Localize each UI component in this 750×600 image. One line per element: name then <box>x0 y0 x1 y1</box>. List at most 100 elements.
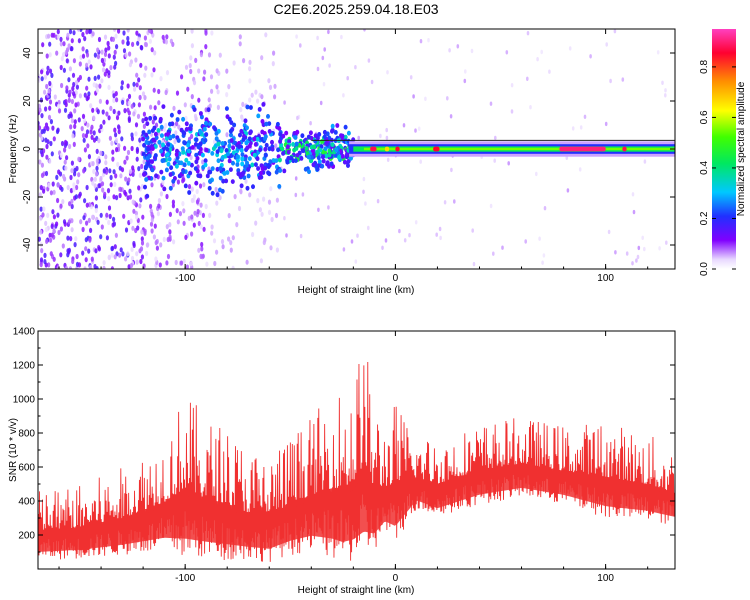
heatmap-cell <box>71 86 75 92</box>
heatmap-cell <box>110 246 114 252</box>
heatmap-cell <box>82 215 86 221</box>
heatmap-cell <box>343 134 348 140</box>
heatmap-cell <box>178 211 182 217</box>
heatmap-cell <box>214 186 218 193</box>
heatmap-cell <box>299 43 302 48</box>
heatmap-cell <box>92 168 96 175</box>
heatmap-cell <box>244 140 249 146</box>
heatmap-cell <box>154 240 158 246</box>
heatmap-cell <box>218 187 222 193</box>
heatmap-cell <box>56 197 60 204</box>
heatmap-cell <box>267 78 271 84</box>
heatmap-cell <box>182 208 186 214</box>
heatmap-cell <box>81 46 85 52</box>
heatmap-cell <box>135 156 139 162</box>
heatmap-cell <box>364 201 367 206</box>
heatmap-cell <box>241 101 245 107</box>
heatmap-cell <box>43 252 47 258</box>
heatmap-cell <box>48 99 53 105</box>
heatmap-cell <box>254 89 258 95</box>
heatmap-cell <box>113 244 117 250</box>
heatmap-cell <box>66 248 70 254</box>
heatmap-cell <box>124 256 128 262</box>
heatmap-cell <box>304 146 309 151</box>
heatmap-cell <box>323 146 328 152</box>
heatmap-cell <box>105 212 109 218</box>
heatmap-cell <box>381 245 384 250</box>
snr-line <box>38 362 675 562</box>
heatmap-cell <box>334 147 339 153</box>
heatmap-cell <box>153 50 157 56</box>
heatmap-cell <box>154 173 159 179</box>
heatmap-cell <box>137 36 141 42</box>
heatmap-cell <box>184 234 188 240</box>
heatmap-cell <box>88 264 93 269</box>
heatmap-cell <box>267 171 272 177</box>
heatmap-cell <box>171 133 176 139</box>
heatmap-cell <box>109 105 113 111</box>
heatmap-cell <box>117 110 121 116</box>
heatmap-cell <box>47 33 51 39</box>
heatmap-cell <box>39 262 43 268</box>
heatmap-cell <box>316 35 319 41</box>
heatmap-cell <box>240 172 245 178</box>
heatmap-cell <box>346 76 350 81</box>
heatmap-cell <box>235 222 239 228</box>
heatmap-cell <box>56 127 60 133</box>
heatmap-cell <box>212 238 217 244</box>
heatmap-cell <box>150 72 154 78</box>
heatmap-cell <box>82 118 87 124</box>
heatmap-cell <box>95 148 99 154</box>
heatmap-cell <box>535 171 538 177</box>
heatmap-cell <box>39 185 44 191</box>
heatmap-cell <box>39 97 44 103</box>
heatmap-cell <box>319 100 323 106</box>
heatmap-cell <box>182 162 187 168</box>
heatmap-cell <box>235 162 240 167</box>
heatmap-cell <box>152 67 156 73</box>
heatmap-cell <box>274 158 279 164</box>
heatmap-cell <box>147 129 152 135</box>
heatmap-cell <box>133 86 137 92</box>
heatmap-cell <box>97 138 101 144</box>
heatmap-cell <box>349 155 353 161</box>
heatmap-cell <box>287 139 292 144</box>
heatmap-cell <box>346 163 350 169</box>
heatmap-cell <box>543 206 547 211</box>
heatmap-cell <box>148 115 153 121</box>
heatmap-cell <box>159 191 163 197</box>
heatmap-cell <box>246 173 251 179</box>
heatmap-cell <box>446 96 449 101</box>
heatmap-cell <box>39 206 43 212</box>
x-tick-label: -100 <box>175 273 195 284</box>
heatmap-cell <box>159 133 164 139</box>
heatmap-cell <box>144 132 149 138</box>
heatmap-cell <box>105 99 109 105</box>
heatmap-cell <box>136 225 140 231</box>
heatmap-cell <box>63 139 68 145</box>
heatmap-cell <box>50 72 54 78</box>
heatmap-cell <box>219 148 224 154</box>
heatmap-cell <box>327 148 332 154</box>
heatmap-cell <box>208 178 213 184</box>
heatmap-cell <box>52 136 56 142</box>
heatmap-cell <box>99 175 103 182</box>
heatmap-cell <box>140 254 144 260</box>
heatmap-cell <box>68 143 72 150</box>
heatmap-cell <box>68 29 73 35</box>
heatmap-cell <box>526 76 529 82</box>
spectrogram-y-axis-label: Frequency (Hz) <box>8 115 19 184</box>
heatmap-cell <box>272 50 276 56</box>
heatmap-cell <box>189 154 193 161</box>
heatmap-cell <box>156 127 161 133</box>
heatmap-cell <box>579 125 583 130</box>
heatmap-cell <box>64 165 68 171</box>
heatmap-cell <box>196 208 200 215</box>
heatmap-cell <box>70 118 75 124</box>
signal-peak <box>370 146 377 152</box>
y-tick-label: -40 <box>22 237 33 252</box>
heatmap-cell <box>309 121 312 126</box>
heatmap-cell <box>301 192 305 197</box>
heatmap-cell <box>307 169 311 175</box>
heatmap-cell <box>59 152 64 158</box>
